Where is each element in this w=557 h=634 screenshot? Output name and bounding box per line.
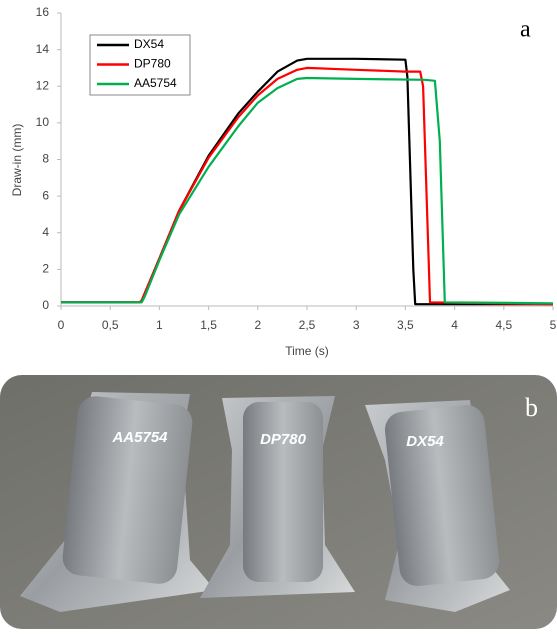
x-tick-label: 3 xyxy=(353,318,360,332)
x-tick-label: 3,5 xyxy=(397,318,414,332)
x-tick-label: 1,5 xyxy=(200,318,217,332)
legend-label: DP780 xyxy=(134,57,171,71)
part-label: DP780 xyxy=(260,431,307,448)
y-tick-label: 2 xyxy=(42,262,49,276)
part-label: DX54 xyxy=(406,433,444,450)
series-line xyxy=(61,76,554,305)
y-tick-label: 6 xyxy=(42,188,49,202)
cup xyxy=(243,402,323,582)
y-tick-label: 14 xyxy=(36,42,50,56)
cup xyxy=(62,396,193,584)
legend-label: AA5754 xyxy=(134,76,177,90)
y-tick-label: 0 xyxy=(42,298,49,312)
x-axis-label: Time (s) xyxy=(285,344,329,358)
x-tick-label: 0 xyxy=(58,318,65,332)
series-line xyxy=(61,66,554,306)
y-tick-label: 10 xyxy=(36,115,50,129)
y-axis-label: Draw-in (mm) xyxy=(10,124,24,197)
x-tick-label: 4,5 xyxy=(495,318,512,332)
x-tick-label: 0,5 xyxy=(102,318,119,332)
y-tick-label: 8 xyxy=(42,152,49,166)
y-tick-label: 4 xyxy=(42,225,49,239)
y-tick-label: 12 xyxy=(36,78,50,92)
x-tick-label: 1 xyxy=(156,318,163,332)
photo-panel: b AA5754 DP780 DX54 xyxy=(0,375,557,629)
x-tick-label: 5 xyxy=(550,318,557,332)
legend-label: DX54 xyxy=(134,37,164,51)
panel-label: a xyxy=(520,17,531,43)
x-tick-label: 4 xyxy=(451,318,458,332)
cup xyxy=(384,405,500,586)
series-line xyxy=(61,57,553,306)
y-tick-label: 16 xyxy=(36,5,50,19)
part-label: AA5754 xyxy=(111,429,168,446)
x-tick-label: 2,5 xyxy=(299,318,316,332)
x-tick-label: 2 xyxy=(254,318,261,332)
panel-label: b xyxy=(525,393,538,422)
